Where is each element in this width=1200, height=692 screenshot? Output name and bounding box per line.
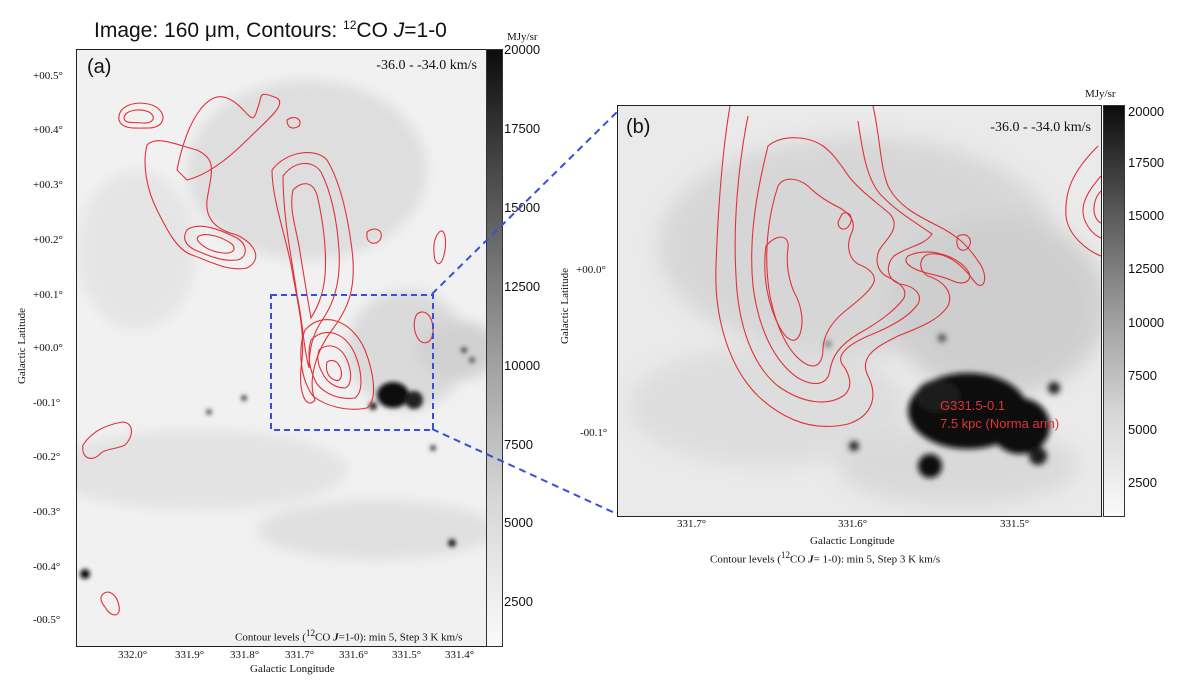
xtick-a-3: 331.7°	[285, 649, 315, 661]
contour-note-a-prefix: Contour levels (	[235, 631, 306, 644]
zoom-box	[270, 294, 434, 431]
colorbar-a-unit: MJy/sr	[507, 31, 538, 43]
ytick-b-1: -00.1°	[580, 427, 608, 439]
panel-a-xlabel: Galactic Longitude	[250, 663, 335, 675]
panel-b-xlabel: Galactic Longitude	[810, 535, 895, 547]
ytick-a-0: +00.5°	[33, 70, 63, 82]
contour-note-b-j: J	[808, 553, 814, 566]
figure-title: Image: 160 μm, Contours: 12CO J=1-0	[94, 18, 447, 43]
colorbar-b	[1103, 105, 1125, 517]
xtick-a-6: 331.4°	[445, 649, 475, 661]
xtick-b-0: 331.7°	[677, 518, 707, 530]
contour-note-a-mid: CO	[315, 631, 334, 644]
ytick-a-10: -00.5°	[33, 614, 61, 626]
ytick-a-9: -00.4°	[33, 561, 61, 573]
panel-a-image: (a) -36.0 - -34.0 km/s Contour levels (1…	[76, 49, 488, 647]
co-contours-b	[715, 106, 1101, 428]
source-name-b: G331.5-0.1	[940, 398, 1005, 413]
cbtick-a-4: 10000	[504, 358, 541, 373]
cbtick-b-2: 15000	[1128, 208, 1165, 223]
cbtick-a-3: 12500	[504, 279, 541, 294]
contour-note-b-prefix: Contour levels (	[710, 553, 781, 566]
ytick-a-4: +00.1°	[33, 289, 63, 301]
ytick-a-1: +00.4°	[33, 124, 63, 136]
title-species: CO	[356, 19, 394, 42]
panel-a-velocity: -36.0 - -34.0 km/s	[376, 58, 477, 73]
colorbar-a	[486, 49, 503, 647]
panel-b-image: G331.5-0.1 7.5 kpc (Norma arm) (b) -36.0…	[617, 105, 1102, 517]
ytick-a-6: -00.1°	[33, 397, 61, 409]
title-isotope: 12	[343, 18, 357, 32]
ytick-a-2: +00.3°	[33, 179, 63, 191]
cbtick-a-0: 20000	[504, 42, 541, 57]
title-transition: =1-0	[404, 19, 447, 42]
cbtick-b-5: 7500	[1128, 368, 1157, 383]
xtick-a-2: 331.8°	[230, 649, 260, 661]
title-j: J	[393, 19, 405, 42]
contour-note-b-rest: = 1-0): min 5, Step 3 K km/s	[813, 553, 941, 566]
xtick-a-0: 332.0°	[118, 649, 148, 661]
xtick-a-4: 331.6°	[339, 649, 369, 661]
bright-sources-a	[80, 347, 475, 579]
xtick-a-5: 331.5°	[392, 649, 422, 661]
cbtick-a-2: 15000	[504, 200, 541, 215]
cbtick-a-5: 7500	[504, 437, 533, 452]
xtick-b-1: 331.6°	[838, 518, 868, 530]
colorbar-b-unit: MJy/sr	[1085, 88, 1116, 100]
xtick-b-2: 331.5°	[1000, 518, 1030, 530]
xtick-a-1: 331.9°	[175, 649, 205, 661]
panel-a-contour-note: Contour levels (12CO J=1-0): min 5, Step…	[235, 628, 462, 644]
cbtick-b-0: 20000	[1128, 104, 1165, 119]
bright-sources-b	[825, 334, 1060, 478]
ytick-a-5: +00.0°	[33, 342, 63, 354]
co-contours-a	[82, 93, 447, 616]
ytick-b-0: +00.0°	[576, 264, 606, 276]
diffuse-emission-a	[77, 80, 487, 560]
ytick-a-8: -00.3°	[33, 506, 61, 518]
source-distance-b: 7.5 kpc (Norma arm)	[940, 416, 1059, 431]
contour-note-b-mid: CO	[790, 553, 809, 566]
cbtick-b-4: 10000	[1128, 315, 1165, 330]
panel-b-ylabel: Galactic Latitude	[559, 267, 572, 345]
cbtick-b-3: 12500	[1128, 261, 1165, 276]
contour-note-a-rest: =1-0): min 5, Step 3 K km/s	[338, 631, 463, 644]
cbtick-a-1: 17500	[504, 121, 541, 136]
panel-b-contour-note: Contour levels (12CO J= 1-0): min 5, Ste…	[710, 550, 940, 566]
title-prefix: Image: 160 μm, Contours:	[94, 19, 344, 42]
contour-note-b-iso: 12	[780, 550, 791, 560]
contour-note-a-iso: 12	[305, 628, 316, 638]
ytick-a-7: -00.2°	[33, 451, 61, 463]
ytick-a-3: +00.2°	[33, 234, 63, 246]
cbtick-b-1: 17500	[1128, 155, 1165, 170]
panel-a-map	[77, 50, 487, 646]
panel-b-label: (b)	[626, 116, 651, 138]
cbtick-a-7: 2500	[504, 594, 533, 609]
cbtick-b-6: 5000	[1128, 422, 1157, 437]
panel-a-label: (a)	[87, 56, 112, 78]
cbtick-a-6: 5000	[504, 515, 533, 530]
panel-b-map: G331.5-0.1 7.5 kpc (Norma arm)	[618, 106, 1101, 516]
cbtick-b-7: 2500	[1128, 475, 1157, 490]
panel-b-velocity: -36.0 - -34.0 km/s	[990, 120, 1091, 135]
contour-note-a-j: J	[333, 631, 339, 644]
